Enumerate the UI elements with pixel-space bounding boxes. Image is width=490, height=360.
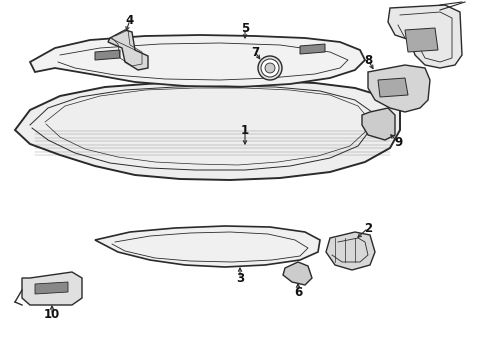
Polygon shape <box>95 50 120 60</box>
Text: 8: 8 <box>364 54 372 67</box>
Text: 6: 6 <box>294 285 302 298</box>
Polygon shape <box>368 65 430 112</box>
Polygon shape <box>326 232 375 270</box>
Polygon shape <box>108 30 148 70</box>
Polygon shape <box>388 5 462 68</box>
Polygon shape <box>362 108 395 140</box>
Text: 5: 5 <box>241 22 249 35</box>
Polygon shape <box>378 78 408 97</box>
Text: 10: 10 <box>44 309 60 321</box>
Text: 1: 1 <box>241 123 249 136</box>
Polygon shape <box>405 28 438 52</box>
Text: 9: 9 <box>394 135 402 148</box>
Polygon shape <box>22 272 82 305</box>
Polygon shape <box>283 262 312 285</box>
Text: 2: 2 <box>364 221 372 234</box>
Polygon shape <box>35 282 68 294</box>
Circle shape <box>258 56 282 80</box>
Text: 3: 3 <box>236 271 244 284</box>
Polygon shape <box>30 35 365 87</box>
Polygon shape <box>15 81 400 180</box>
Text: 4: 4 <box>126 13 134 27</box>
Circle shape <box>265 63 275 73</box>
Circle shape <box>261 59 279 77</box>
Text: 7: 7 <box>251 45 259 58</box>
Polygon shape <box>95 226 320 267</box>
Polygon shape <box>300 44 325 54</box>
